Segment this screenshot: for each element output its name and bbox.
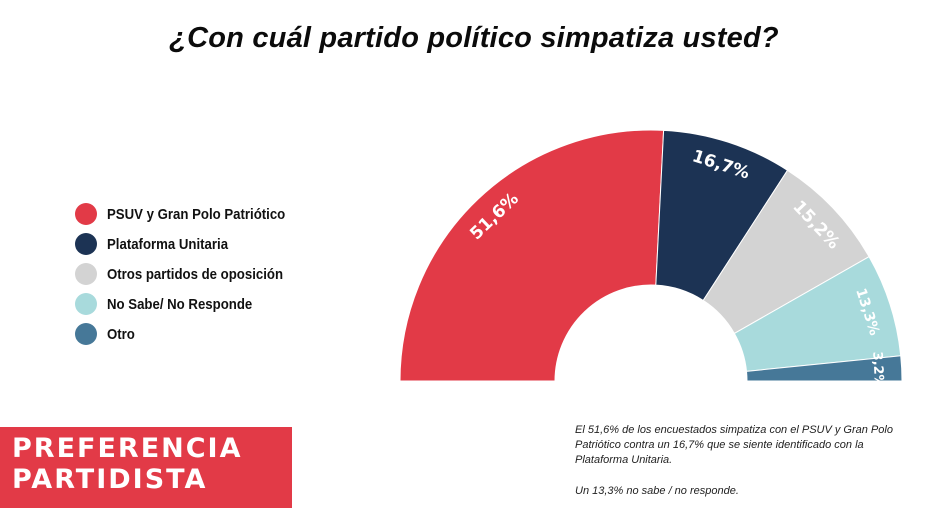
legend-item-plataforma: Plataforma Unitaria [75,229,310,259]
banner-line-2: PARTIDISTA [12,464,208,495]
summary-note: El 51,6% de los encuestados simpatiza co… [575,423,895,515]
chart-title: ¿Con cuál partido político simpatiza ust… [169,22,779,54]
legend-item-no-sabe: No Sabe/ No Responde [75,289,310,319]
slice-label-4: 3,2% [869,351,886,388]
legend-label: Otros partidos de oposición [107,265,284,283]
legend-label: Plataforma Unitaria [107,235,229,253]
legend-swatch [75,293,97,315]
legend-swatch [75,263,97,285]
legend-swatch [75,323,97,345]
summary-paragraph-2: Un 13,3% no sabe / no responde. [575,485,739,497]
legend-swatch [75,233,97,255]
legend-label: PSUV y Gran Polo Patriótico [107,205,286,223]
legend-item-psuv: PSUV y Gran Polo Patriótico [75,199,310,229]
legend-label: No Sabe/ No Responde [107,295,253,313]
banner-line-1: PREFERENCIA [12,433,243,464]
legend-item-otros-oposicion: Otros partidos de oposición [75,259,310,289]
legend-swatch [75,203,97,225]
legend: PSUV y Gran Polo Patriótico Plataforma U… [75,199,310,349]
legend-item-otro: Otro [75,319,310,349]
slice-4 [745,355,903,382]
legend-label: Otro [107,325,135,343]
slice-0 [399,129,665,382]
section-banner: PREFERENCIA PARTIDISTA [0,427,292,508]
summary-paragraph-1: El 51,6% de los encuestados simpatiza co… [575,424,893,466]
